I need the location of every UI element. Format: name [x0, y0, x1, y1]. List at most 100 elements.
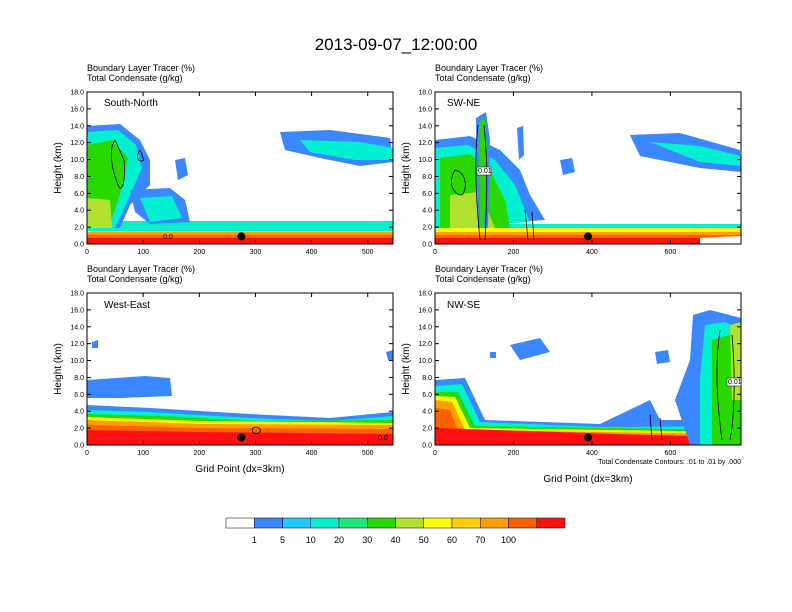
station-marker — [584, 232, 592, 241]
tracer-field — [435, 112, 741, 244]
x-tick-label: 500 — [362, 249, 374, 256]
condensate-contour — [251, 426, 261, 435]
station-marker — [237, 433, 246, 442]
station-marker — [584, 433, 592, 442]
x-tick-label: 400 — [586, 450, 598, 457]
y-tick-label: 4.0 — [422, 409, 432, 416]
panel-subtitle-1: Boundary Layer Tracer (%) — [87, 63, 195, 73]
field-region — [386, 350, 393, 360]
plot-frame — [434, 91, 742, 245]
plot-frame — [86, 91, 394, 245]
y-tick-label: 14.0 — [70, 123, 84, 130]
y-axis-label: Height (km) — [401, 142, 412, 194]
condensate-contour — [110, 139, 125, 189]
y-tick-label: 8.0 — [74, 174, 84, 181]
contour-note: Total Condensate Contours: .01 to .01 by… — [598, 459, 741, 466]
colorbar-swatch — [480, 517, 509, 529]
colorbar-swatch — [367, 517, 396, 529]
colorbar-label: 20 — [334, 535, 344, 545]
x-tick-label: 600 — [665, 450, 677, 457]
y-tick-label: 14.0 — [418, 123, 432, 130]
x-axis-label: Grid Point (dx=3km) — [543, 474, 632, 485]
panel-subtitle-1: Boundary Layer Tracer (%) — [435, 264, 543, 274]
field-layer — [435, 238, 725, 244]
x-tick-label: 0 — [85, 249, 89, 256]
contour-label: 0.0 — [163, 234, 173, 241]
panel-label: South-North — [104, 98, 158, 109]
colorbar-label: 40 — [390, 535, 400, 545]
x-tick-label: 300 — [250, 450, 262, 457]
condensate-contour — [649, 414, 663, 441]
y-tick-label: 18.0 — [70, 90, 84, 97]
panel-subtitle-2: Total Condensate (g/kg) — [435, 274, 531, 284]
y-tick-label: 4.0 — [422, 208, 432, 215]
y-tick-label: 18.0 — [70, 291, 84, 298]
field-region — [655, 350, 670, 364]
colorbar-label: 100 — [501, 535, 516, 545]
axis-ticks: 0 100 200 300 400 500 0.0 2.0 4.0 6.0 8.0 10.0 12.0 1… — [70, 90, 393, 256]
colorbar-label: 50 — [419, 535, 429, 545]
field-region — [175, 158, 188, 180]
y-axis-label: Height (km) — [53, 343, 64, 395]
y-tick-label: 10.0 — [418, 358, 432, 365]
x-tick-label: 200 — [193, 249, 205, 256]
y-tick-label: 2.0 — [422, 426, 432, 433]
y-tick-label: 4.0 — [74, 208, 84, 215]
y-tick-label: 0.0 — [422, 443, 432, 450]
y-tick-label: 0.0 — [422, 242, 432, 249]
axis-ticks: 0 100 200 300 400 500 0.0 2.0 4.0 6.0 8.0 10.0 12.0 1… — [70, 291, 393, 457]
y-tick-label: 12.0 — [70, 140, 84, 147]
panel-west-east: Boundary Layer Tracer (%) Total Condensa… — [53, 264, 394, 475]
y-tick-label: 0.0 — [74, 443, 84, 450]
colorbar-swatch — [310, 517, 340, 529]
field-region — [510, 338, 550, 360]
colorbar-label: 30 — [362, 535, 372, 545]
y-tick-label: 16.0 — [418, 307, 432, 314]
station-marker — [237, 232, 246, 241]
y-tick-label: 6.0 — [74, 191, 84, 198]
panel-label: NW-SE — [447, 300, 480, 311]
x-tick-label: 0 — [433, 450, 437, 457]
field-region — [140, 196, 182, 222]
x-tick-label: 300 — [250, 249, 262, 256]
y-tick-label: 16.0 — [418, 106, 432, 113]
main-title: 2013-09-07_12:00:00 — [315, 35, 478, 54]
x-tick-label: 400 — [586, 249, 598, 256]
field-region — [490, 352, 496, 358]
x-tick-label: 200 — [508, 450, 520, 457]
condensate-contour — [716, 329, 735, 441]
x-tick-label: 0 — [433, 249, 437, 256]
panel-sw-ne: Boundary Layer Tracer (%) Total Condensa… — [401, 63, 742, 256]
x-tick-label: 100 — [137, 249, 149, 256]
y-tick-label: 12.0 — [70, 341, 84, 348]
plot-frame — [86, 292, 394, 446]
axis-ticks: 0 200 400 600 0.0 2.0 4.0 6.0 8.0 10.0 12.0 14.0 16.… — [418, 291, 741, 457]
condensate-contour — [137, 149, 145, 162]
colorbar-swatch — [254, 517, 283, 529]
y-tick-label: 16.0 — [70, 307, 84, 314]
y-tick-label: 10.0 — [418, 157, 432, 164]
colorbar-label: 1 — [252, 535, 257, 545]
panel-subtitle-2: Total Condensate (g/kg) — [435, 73, 531, 83]
x-tick-label: 500 — [362, 450, 374, 457]
x-tick-label: 400 — [306, 450, 318, 457]
y-tick-label: 8.0 — [422, 375, 432, 382]
contour-label: 0.01 — [728, 379, 742, 386]
x-tick-label: 600 — [665, 249, 677, 256]
field-layer — [87, 238, 393, 244]
field-layer — [87, 221, 393, 231]
y-tick-label: 18.0 — [418, 291, 432, 298]
colorbar-label: 60 — [447, 535, 457, 545]
panel-subtitle-2: Total Condensate (g/kg) — [87, 274, 183, 284]
panel-subtitle-2: Total Condensate (g/kg) — [87, 73, 183, 83]
y-axis-label: Height (km) — [53, 142, 64, 194]
y-tick-label: 16.0 — [70, 106, 84, 113]
field-region — [87, 376, 172, 398]
condensate-contour — [475, 124, 488, 241]
y-tick-label: 0.0 — [74, 242, 84, 249]
y-tick-label: 8.0 — [74, 375, 84, 382]
x-tick-label: 200 — [508, 249, 520, 256]
y-tick-label: 6.0 — [422, 191, 432, 198]
y-tick-label: 6.0 — [422, 392, 432, 399]
